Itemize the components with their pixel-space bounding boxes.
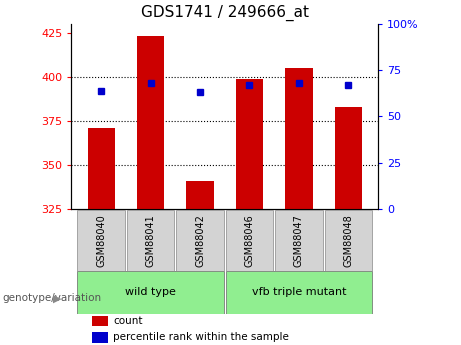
- Text: percentile rank within the sample: percentile rank within the sample: [113, 333, 289, 342]
- Bar: [88, 128, 115, 209]
- Bar: [137, 37, 164, 209]
- Text: GSM88048: GSM88048: [343, 214, 353, 267]
- Bar: [176, 210, 224, 271]
- Text: GSM88046: GSM88046: [244, 214, 254, 267]
- Bar: [226, 271, 372, 314]
- Bar: [285, 68, 313, 209]
- Text: GSM88040: GSM88040: [96, 214, 106, 267]
- Text: vfb triple mutant: vfb triple mutant: [252, 287, 346, 297]
- Text: GSM88047: GSM88047: [294, 214, 304, 267]
- Text: ▶: ▶: [53, 294, 61, 303]
- Bar: [236, 79, 263, 209]
- Text: wild type: wild type: [125, 287, 176, 297]
- Bar: [226, 210, 273, 271]
- Text: GSM88041: GSM88041: [146, 214, 155, 267]
- Title: GDS1741 / 249666_at: GDS1741 / 249666_at: [141, 5, 309, 21]
- Text: genotype/variation: genotype/variation: [2, 294, 101, 303]
- Text: count: count: [113, 316, 142, 326]
- Bar: [77, 210, 125, 271]
- Bar: [186, 180, 213, 209]
- Bar: [335, 107, 362, 209]
- Text: GSM88042: GSM88042: [195, 214, 205, 267]
- Bar: [325, 210, 372, 271]
- Bar: [77, 271, 224, 314]
- Bar: [127, 210, 174, 271]
- Bar: [275, 210, 323, 271]
